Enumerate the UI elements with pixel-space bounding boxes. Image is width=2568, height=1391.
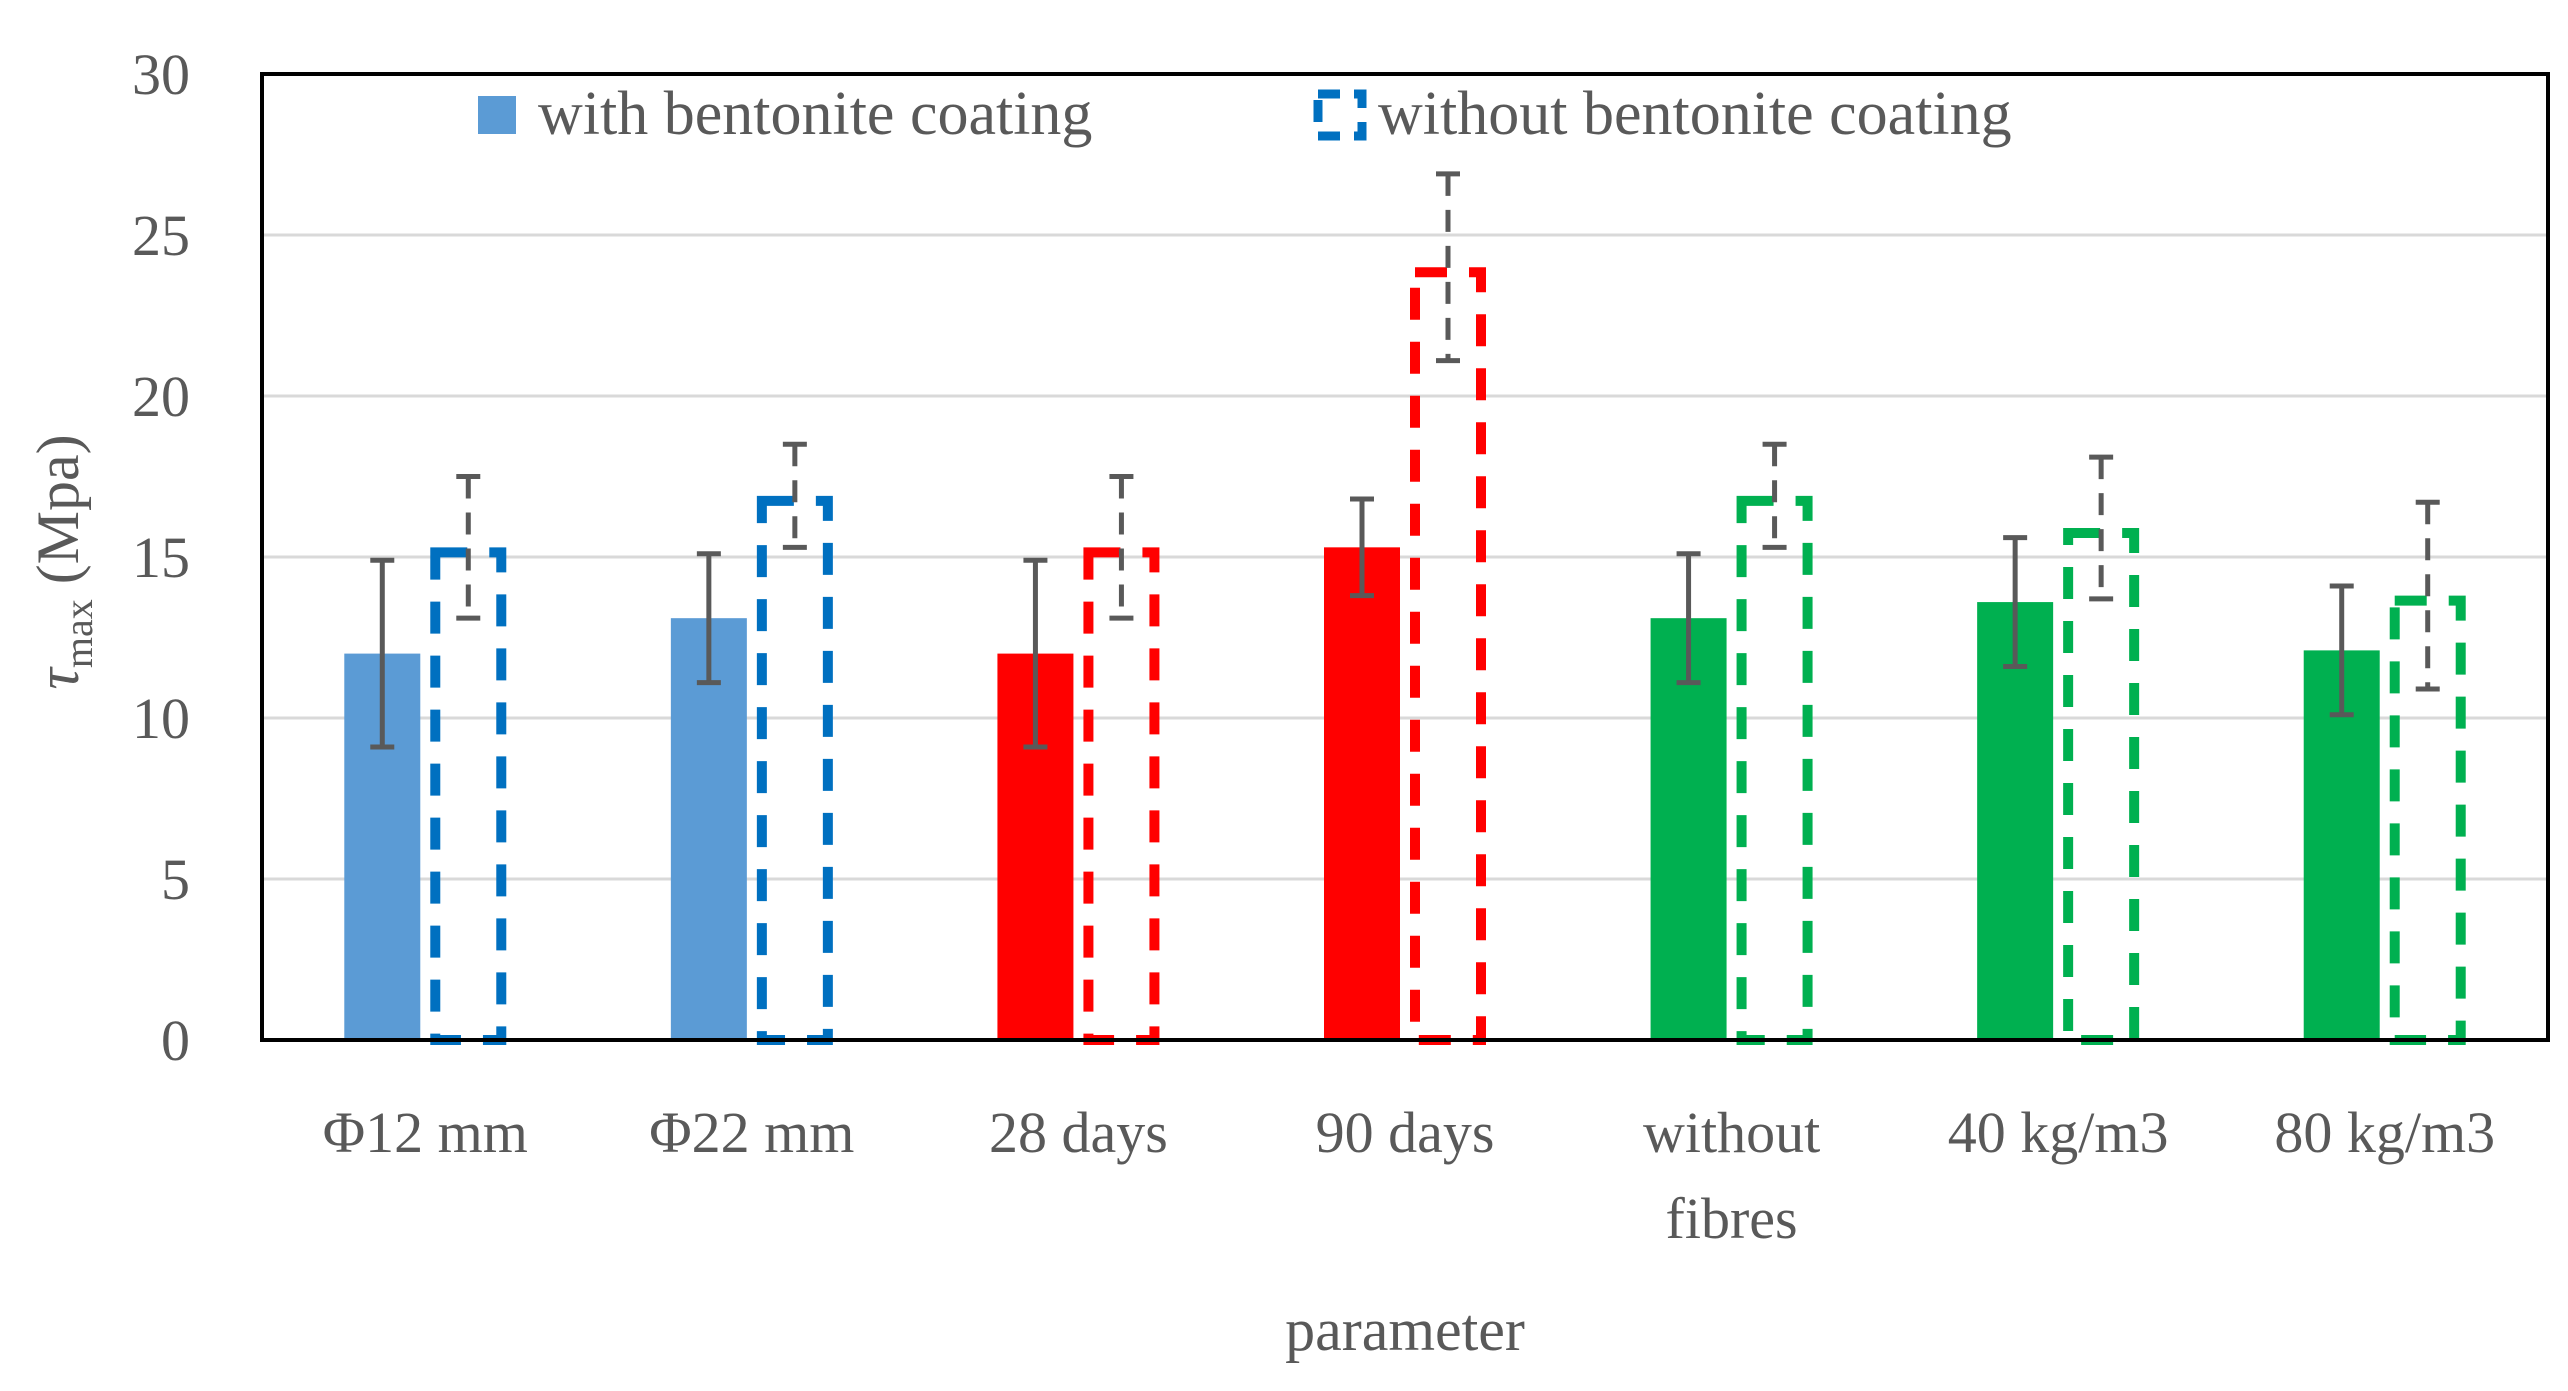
x-tick-label: Φ12 mm xyxy=(323,1100,528,1165)
x-axis: Φ12 mm Φ22 mm 28 days 90 days without fibres 4… xyxy=(323,1100,2495,1363)
bar-without-coating xyxy=(756,495,833,1045)
x-tick-label: fibres xyxy=(1666,1186,1798,1251)
bar-without-coating xyxy=(1736,495,1813,1045)
gridlines xyxy=(262,233,2548,881)
legend-swatch-without-coating xyxy=(1313,89,1367,141)
error-bars xyxy=(370,171,2440,750)
x-tick-label: 28 days xyxy=(989,1100,1168,1165)
y-axis: 0 5 10 15 20 25 30 τmax (Mpa) xyxy=(25,42,190,1073)
x-axis-title: parameter xyxy=(1285,1297,1525,1363)
x-tick-label: 40 kg/m3 xyxy=(1948,1100,2169,1165)
bars xyxy=(344,267,2466,1046)
legend-label-with-coating: with bentonite coating xyxy=(538,80,1092,148)
legend-swatch-with-coating xyxy=(478,96,516,134)
bar-with-coating xyxy=(1650,618,1727,1040)
y-tick-label: 10 xyxy=(132,686,190,751)
plot-frame xyxy=(260,72,2550,1042)
y-axis-title: τmax (Mpa) xyxy=(25,434,101,689)
bar-with-coating xyxy=(1977,602,2054,1040)
y-tick-label: 15 xyxy=(132,525,190,590)
x-tick-label: 80 kg/m3 xyxy=(2274,1100,2495,1165)
y-tick-label: 20 xyxy=(132,364,190,429)
y-tick-label: 25 xyxy=(132,203,190,268)
plot-area-border xyxy=(260,72,2550,1042)
bar-with-coating xyxy=(1324,547,1400,1040)
x-tick-label: without xyxy=(1643,1100,1820,1165)
bar-without-coating xyxy=(2389,595,2466,1045)
y-tick-label: 30 xyxy=(132,42,190,107)
y-tick-label: 5 xyxy=(161,847,190,912)
y-tick-label: 0 xyxy=(161,1008,190,1073)
legend-label-without-coating: without bentonite coating xyxy=(1378,80,2012,148)
x-tick-label: Φ22 mm xyxy=(649,1100,854,1165)
legend: with bentonite coating without bentonite … xyxy=(478,80,2012,148)
bar-with-coating xyxy=(670,618,747,1040)
x-tick-label: 90 days xyxy=(1316,1100,1495,1165)
